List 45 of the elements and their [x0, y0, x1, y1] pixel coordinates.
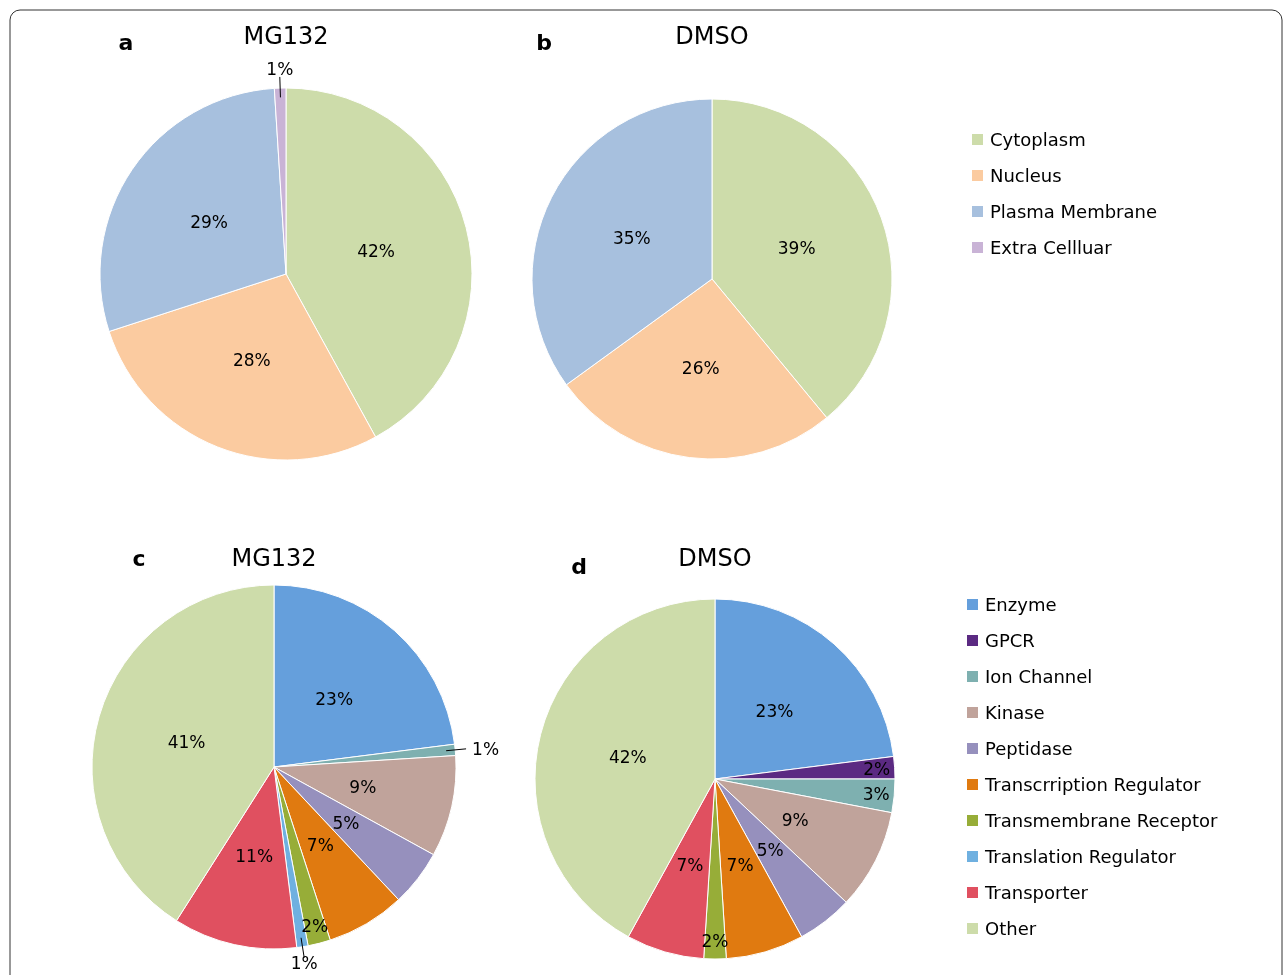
legend-label: Transporter [984, 882, 1089, 904]
legend-label: Translation Regulator [984, 846, 1177, 868]
text: d [571, 553, 587, 579]
legend-label: Kinase [985, 702, 1045, 724]
data-label: 1% [290, 953, 318, 974]
legend-label: Peptidase [985, 738, 1073, 760]
data-label: 5% [332, 812, 360, 833]
data-label: 1% [266, 58, 294, 79]
data-label: 5% [756, 840, 784, 861]
data-label: 23% [315, 688, 354, 709]
data-label: 9% [781, 809, 809, 830]
text: c [132, 545, 146, 571]
data-label: 23% [755, 701, 794, 722]
data-label: 9% [349, 776, 377, 797]
chart-title: DMSO [678, 544, 752, 573]
text: a [118, 29, 134, 55]
chart-title: DMSO [675, 22, 749, 51]
legend-label: Other [985, 918, 1037, 940]
data-label: 3% [862, 784, 890, 805]
legend-label: Cytoplasm [990, 129, 1086, 151]
data-label: 1% [472, 738, 500, 759]
legend-label: Transmembrane Receptor [984, 810, 1219, 832]
data-label: 42% [357, 240, 395, 261]
legend-label: Nucleus [990, 165, 1062, 187]
data-label: 26% [681, 358, 720, 379]
data-label: 2% [863, 758, 891, 779]
data-label: 39% [777, 238, 816, 259]
data-label: 35% [612, 228, 651, 249]
data-label: 41% [167, 731, 206, 752]
data-label: 42% [608, 746, 647, 767]
legend-label: Enzyme [985, 594, 1057, 616]
chart-title: MG132 [243, 22, 329, 51]
data-label: 7% [676, 855, 704, 876]
data-label: 7% [306, 835, 334, 856]
data-label: 28% [232, 350, 271, 371]
data-label: 11% [235, 845, 274, 866]
legend-label: Plasma Membrane [990, 201, 1158, 223]
data-label: 29% [190, 211, 228, 232]
chart-title: MG132 [231, 544, 317, 573]
legend-label: GPCR [985, 630, 1035, 652]
legend-label: Extra Cellluar [990, 237, 1113, 259]
legend-label: Ion Channel [985, 666, 1093, 688]
legend-label: Transcrription Regulator [984, 774, 1202, 796]
data-label: 7% [726, 855, 754, 876]
text: b [536, 29, 552, 55]
